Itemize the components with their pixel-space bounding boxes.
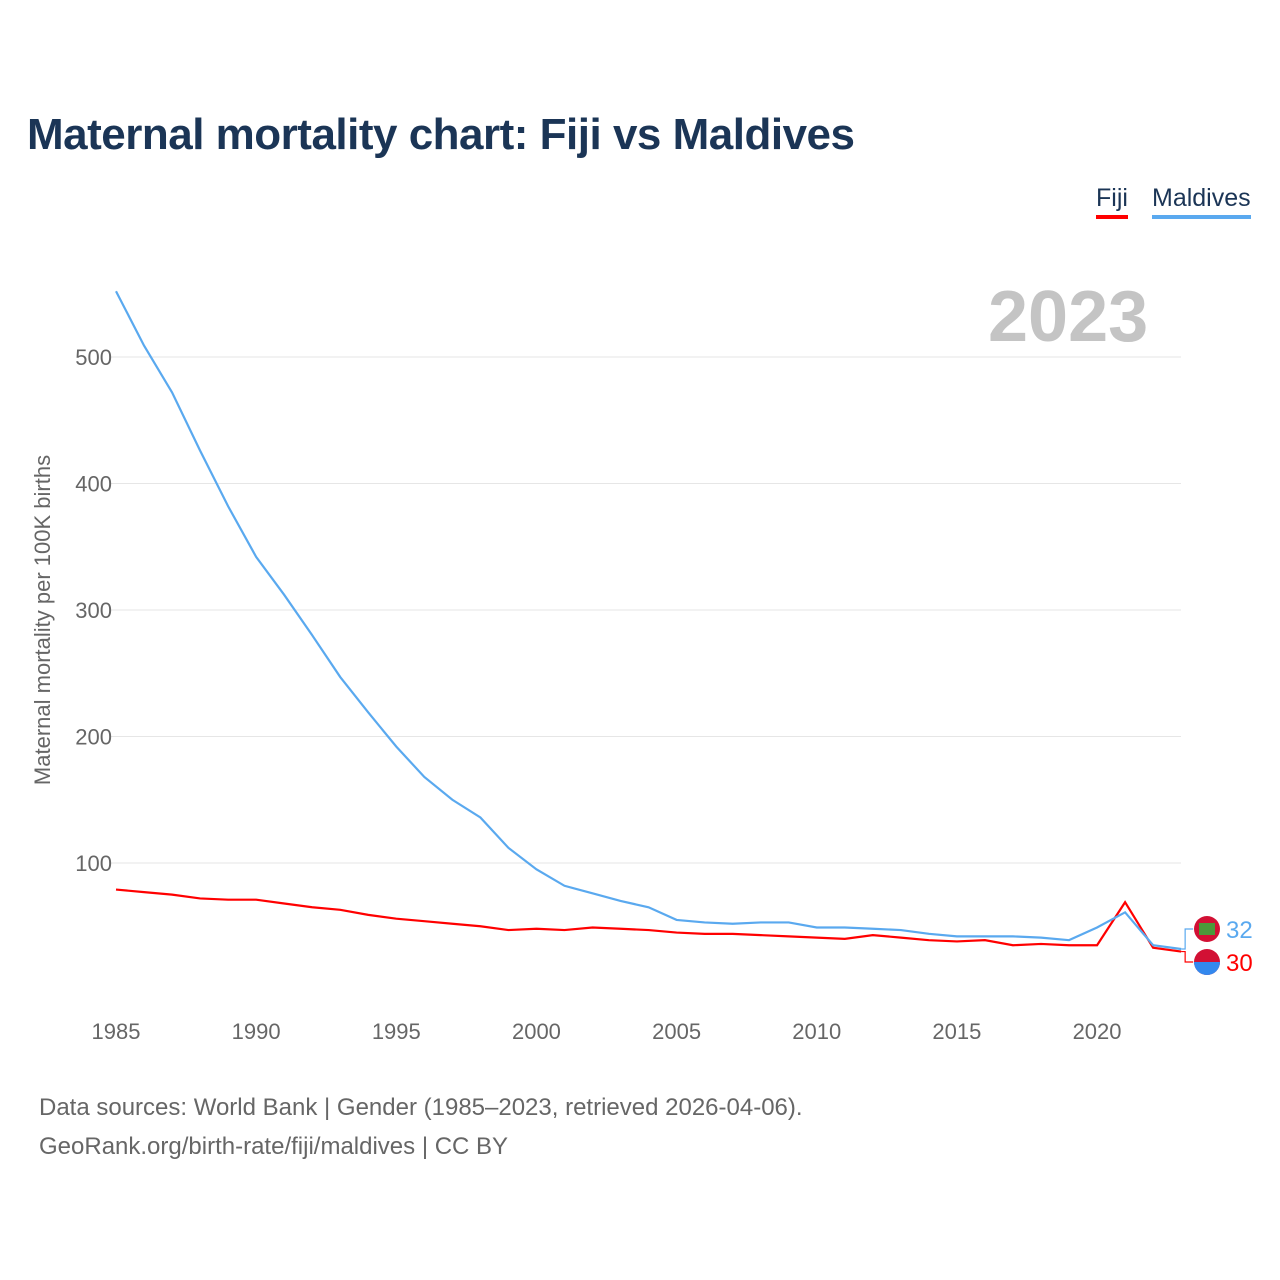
flag-crescent-icon [1199, 923, 1215, 935]
y-tick-label: 300 [75, 598, 112, 623]
y-tick-label: 400 [75, 472, 112, 497]
end-value-label: 30 [1226, 950, 1253, 977]
label-connector [1181, 928, 1194, 950]
source-note: Data sources: World Bank | Gender (1985–… [39, 1088, 803, 1166]
x-tick-label: 1990 [232, 1019, 281, 1044]
x-tick-label: 2005 [652, 1019, 701, 1044]
end-value-label: 32 [1226, 917, 1253, 944]
y-tick-label: 200 [75, 725, 112, 750]
legend-maldives[interactable]: Maldives [1152, 184, 1251, 219]
chart-title: Maternal mortality chart: Fiji vs Maldiv… [27, 110, 855, 159]
flag-field-icon [1194, 962, 1220, 975]
x-tick-label: 2015 [932, 1019, 981, 1044]
y-tick-label: 500 [75, 345, 112, 370]
x-tick-label: 2000 [512, 1019, 561, 1044]
source-line-2[interactable]: GeoRank.org/birth-rate/fiji/maldives | C… [39, 1133, 509, 1160]
x-tick-label: 1995 [372, 1019, 421, 1044]
legend-fiji[interactable]: Fiji [1096, 184, 1128, 219]
series-line-fiji [115, 888, 1182, 953]
year-label: 2023 [988, 277, 1149, 357]
x-tick-label: 2020 [1073, 1019, 1122, 1044]
x-tick-label: 1985 [92, 1019, 141, 1044]
label-connector [1181, 950, 1194, 963]
x-tick-label: 2010 [792, 1019, 841, 1044]
source-line-1: Data sources: World Bank | Gender (1985–… [39, 1094, 803, 1121]
series-line-maldives [115, 290, 1182, 951]
y-tick-label: 100 [75, 851, 112, 876]
y-axis-label: Maternal mortality per 100K births [30, 455, 55, 785]
